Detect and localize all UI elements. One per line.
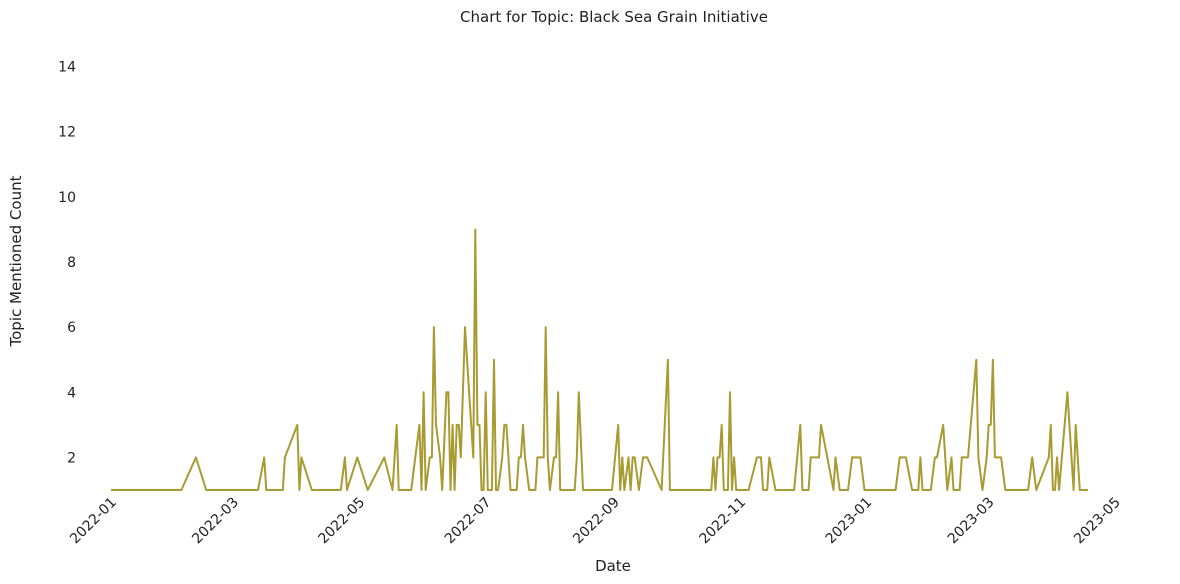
x-tick-label: 2022-09: [570, 495, 623, 548]
x-tick-label: 2022-07: [442, 495, 495, 548]
y-tick-label: 14: [58, 60, 76, 76]
series-line: [111, 228, 1089, 491]
y-tick-label: 2: [67, 450, 76, 466]
y-axis-ticks: 2 4 6 8 10 12 14: [58, 60, 76, 467]
x-tick-label: 2022-05: [316, 495, 369, 548]
x-tick-label: 2022-03: [189, 495, 242, 548]
y-tick-label: 8: [67, 255, 76, 271]
x-tick-label: 2023-05: [1071, 495, 1124, 548]
y-tick-label: 4: [67, 385, 76, 401]
x-tick-label: 2022-01: [67, 495, 120, 548]
y-axis-label: Topic Mentioned Count: [7, 175, 25, 347]
y-tick-label: 6: [67, 320, 76, 336]
x-tick-label: 2023-03: [945, 495, 998, 548]
x-tick-label: 2023-01: [823, 495, 876, 548]
x-axis-label: Date: [595, 557, 631, 575]
y-tick-label: 10: [58, 190, 76, 206]
x-tick-label: 2022-11: [696, 495, 749, 548]
x-axis-ticks: 2022-01 2022-03 2022-05 2022-07 2022-09 2022-…: [67, 495, 1124, 548]
y-tick-label: 12: [58, 125, 76, 141]
chart-title: Chart for Topic: Black Sea Grain Initiat…: [460, 8, 768, 26]
